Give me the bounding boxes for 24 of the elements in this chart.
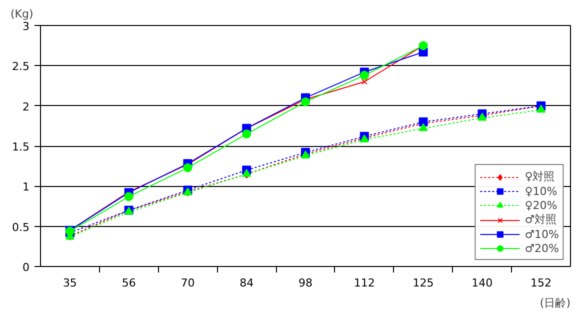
legend-label: ♀20% xyxy=(524,198,558,212)
x-tick-label: 35 xyxy=(62,276,77,290)
x-tick-label: 98 xyxy=(298,276,312,290)
y-tick-label: 0.5 xyxy=(12,220,30,234)
x-tick-label: 140 xyxy=(472,276,493,290)
legend-label: ♂10% xyxy=(524,227,559,241)
legend-label: ♀対照 xyxy=(524,169,555,184)
x-tick-label: 56 xyxy=(122,276,136,290)
y-tick-label: 3 xyxy=(22,20,30,33)
x-tick-label: 112 xyxy=(354,276,375,290)
y-axis-title: (Kg) xyxy=(10,8,34,20)
x-tick-label: 84 xyxy=(240,276,254,290)
x-tick-label: 152 xyxy=(530,276,552,290)
y-tick-label: 1 xyxy=(22,180,30,194)
y-tick-label: 2.5 xyxy=(12,60,30,74)
y-tick-label: 2 xyxy=(22,100,30,114)
legend-label: ♀10% xyxy=(524,184,558,198)
x-tick-label: 125 xyxy=(412,276,434,290)
legend-label: ♂20% xyxy=(524,241,559,255)
x-axis-title: (日齢) xyxy=(540,296,571,310)
x-tick-label: 70 xyxy=(180,276,195,290)
y-tick-label: 1.5 xyxy=(12,140,30,154)
y-tick-label: 0 xyxy=(22,261,30,274)
legend-label: ♂対照 xyxy=(524,212,557,227)
